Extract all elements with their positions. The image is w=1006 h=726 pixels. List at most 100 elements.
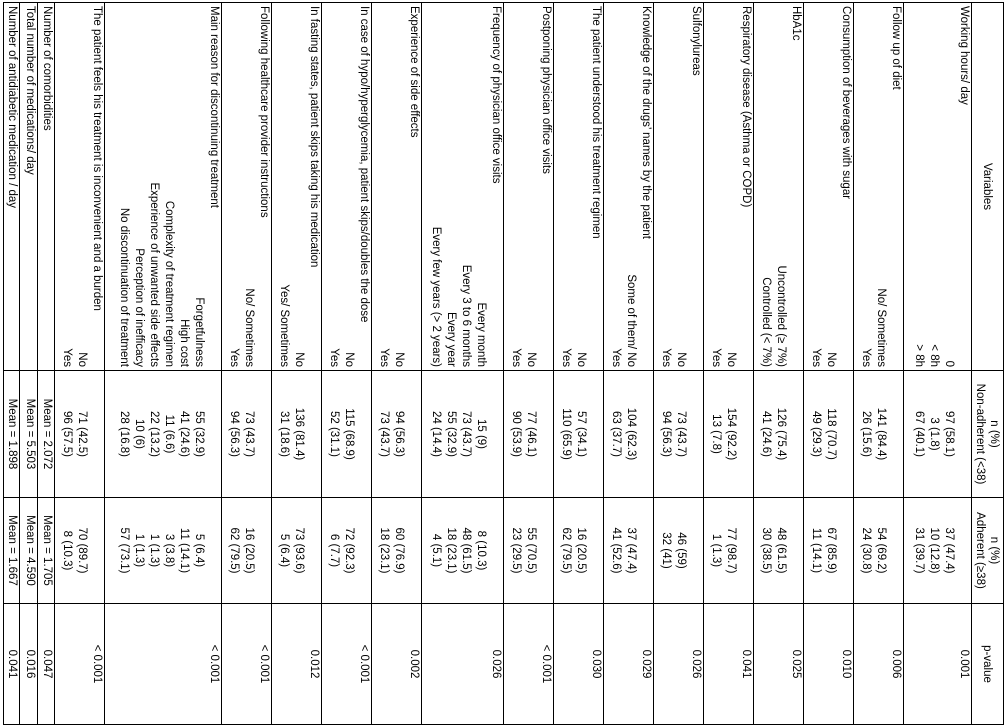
variable-cell: Experience of side effects No Yes xyxy=(371,2,422,371)
variable-cell: Frequency of physician office visits Ever… xyxy=(421,2,504,371)
variable-sublabel: Yes xyxy=(860,348,872,367)
variable-label: Frequency of physician office visits xyxy=(490,6,502,184)
variable-sublabel: No/ Sometimes xyxy=(875,288,887,367)
spacer-line xyxy=(206,374,221,494)
variable-label: In case of hypo/hyperglycemia, patient s… xyxy=(358,6,370,323)
adherent-value: 1 (1.3) xyxy=(148,533,160,568)
variable-sublabel: No xyxy=(393,352,405,367)
adherent-value: 41 (52.6) xyxy=(610,527,622,574)
nonadherent-value: Mean = 2.072 xyxy=(41,398,53,470)
variable-cell: In fasting states, patient skips taking … xyxy=(271,2,322,371)
adherent-value: 46 (59) xyxy=(675,532,687,569)
table-header-row: Variables n (%) Non-adherent (<38) n (%) A… xyxy=(971,2,1004,725)
adherent-value: 1 (1.3) xyxy=(710,533,722,568)
table-row: Number of antidiabetic medication / day M… xyxy=(3,2,20,725)
adherent-value: 62 (79.5) xyxy=(228,527,240,574)
header-adherent: n (%) Adherent (≥38) xyxy=(971,497,1004,604)
nonadherent-value: 3 (1.8) xyxy=(928,417,940,451)
variable-sublabel: Every few years (> 2 years) xyxy=(430,226,442,367)
variable-label: Following healthcare provider instructio… xyxy=(258,6,270,218)
variable-label: Total number of medications/ day xyxy=(24,6,36,175)
p-value-cell: 0.006 xyxy=(853,603,904,725)
nonadherent-value: 71 (42.5) xyxy=(76,410,88,458)
table-row: HbA1c Uncontrolled (≥ 7%) Controlled (< 7%… xyxy=(753,2,804,725)
nonadherent-value: 52 (31.1) xyxy=(328,410,340,458)
nonadherent-value: 55 (32.9) xyxy=(445,410,457,458)
header-nonadherent-label: Non-adherent (<38) xyxy=(974,383,987,485)
p-value-cell: 0.025 xyxy=(753,603,804,725)
nonadherent-cell: Mean = 1.898 xyxy=(3,370,20,498)
spacer-line xyxy=(588,501,603,600)
adherent-value: 5 (6.4) xyxy=(193,533,205,568)
adherent-value: 11 (14.1) xyxy=(810,527,822,574)
variable-sublabel: High cost xyxy=(178,319,190,367)
variable-label: The patient understood his treatment reg… xyxy=(590,6,602,239)
variable-sublabel: Yes xyxy=(660,348,672,367)
nonadherent-value: Mean = 5.503 xyxy=(24,398,36,470)
adherent-cell: 46 (59) 32 (41) xyxy=(653,497,704,604)
nonadherent-value: 77 (46.1) xyxy=(525,410,537,458)
nonadherent-value: 90 (53.9) xyxy=(510,410,522,458)
spacer-line xyxy=(488,374,503,494)
adherent-value: 16 (20.5) xyxy=(575,527,587,574)
nonadherent-cell: 136 (81.4) 31 (18.6) xyxy=(271,370,322,498)
nonadherent-cell: 154 (92.2) 13 (7.8) xyxy=(703,370,754,498)
header-pvalue: p-value xyxy=(971,603,1004,725)
adherent-value: 8 (10.3) xyxy=(475,530,487,571)
variable-sublabel: Yes xyxy=(810,348,822,367)
spacer-line xyxy=(838,374,853,494)
adherent-value: Mean = 1.667 xyxy=(6,515,18,586)
adherent-value: 60 (76.9) xyxy=(393,527,405,574)
table-row: Number of comorbidities Mean = 2.072 Mean … xyxy=(37,2,55,725)
p-value-cell: < 0.001 xyxy=(321,603,372,725)
variable-sublabel: > 8h xyxy=(913,344,925,367)
adherent-cell: 16 (20.5) 62 (79.5) xyxy=(221,497,272,604)
adherent-cell: 37 (47.4) 10 (12.8) 31 (39.7) xyxy=(903,497,972,604)
header-nonadherent: n (%) Non-adherent (<38) xyxy=(971,370,1004,498)
adherent-value: 55 (70.5) xyxy=(525,527,537,574)
table-row: Sulfonylureas No Yes 73 (43.7) 94 (56.3) 46… xyxy=(653,2,704,725)
nonadherent-value: 94 (56.3) xyxy=(228,410,240,458)
nonadherent-cell: 73 (43.7) 94 (56.3) xyxy=(653,370,704,498)
nonadherent-value: 104 (62.3) xyxy=(625,407,637,461)
nonadherent-cell: 115 (68.9) 52 (31.1) xyxy=(321,370,372,498)
spacer-line xyxy=(356,501,371,600)
nonadherent-cell: 141 (84.4) 26 (15.6) xyxy=(853,370,904,498)
variable-label: Number of comorbidities xyxy=(41,6,53,131)
adherent-value: 24 (30.8) xyxy=(860,527,872,574)
variable-sublabel: Controlled (< 7%) xyxy=(760,277,772,367)
nonadherent-value: 94 (56.3) xyxy=(660,410,672,458)
p-value-cell: 0.012 xyxy=(271,603,322,725)
spacer-line xyxy=(788,501,803,600)
nonadherent-value: 22 (13.2) xyxy=(148,410,160,458)
table-row: Follow up of diet No/ Sometimes Yes 141 (8… xyxy=(853,2,904,725)
variable-sublabel: Yes xyxy=(510,348,522,367)
variable-cell: Following healthcare provider instructio… xyxy=(221,2,272,371)
spacer-line xyxy=(538,374,553,494)
p-value-cell: 0.041 xyxy=(703,603,754,725)
adherent-cell: 48 (61.5) 30 (38.5) xyxy=(753,497,804,604)
table-row: Respiratory disease (Asthma or COPD) No Ye… xyxy=(703,2,754,725)
nonadherent-value: 73 (43.7) xyxy=(243,410,255,458)
p-value-cell: 0.026 xyxy=(653,603,704,725)
nonadherent-value: 15 (9) xyxy=(475,418,487,450)
table-row: Postponing physician office visits No Yes … xyxy=(503,2,554,725)
variable-cell: Main reason for discontinuing treatment F… xyxy=(104,2,222,371)
variable-label: Follow up of diet xyxy=(890,6,902,90)
variable-cell: The patient understood his treatment reg… xyxy=(553,2,604,371)
adherent-value: 62 (79.5) xyxy=(560,527,572,574)
adherent-cell: 77 (98.7) 1 (1.3) xyxy=(703,497,754,604)
adherent-cell: 67 (85.9) 11 (14.1) xyxy=(803,497,854,604)
nonadherent-cell: Mean = 2.072 xyxy=(37,370,55,498)
variable-sublabel: Every year xyxy=(445,312,457,367)
adherent-cell: Mean = 4.590 xyxy=(19,497,38,604)
nonadherent-cell: 77 (46.1) 90 (53.9) xyxy=(503,370,554,498)
nonadherent-value: 10 (6) xyxy=(133,418,145,450)
nonadherent-value: 11 (6.6) xyxy=(163,414,175,454)
variable-sublabel: No xyxy=(575,352,587,367)
variable-sublabel: Every 3 to 6 months xyxy=(460,264,472,367)
variable-sublabel: Experience of unwanted side effects xyxy=(148,182,160,367)
adherent-cell: 5 (6.4) 11 (14.1) 3 (3.8) 1 (1.3) 1 (1.3) 57 … xyxy=(104,497,222,604)
variable-sublabel: No xyxy=(525,352,537,367)
nonadherent-value: 126 (75.4) xyxy=(775,407,787,461)
